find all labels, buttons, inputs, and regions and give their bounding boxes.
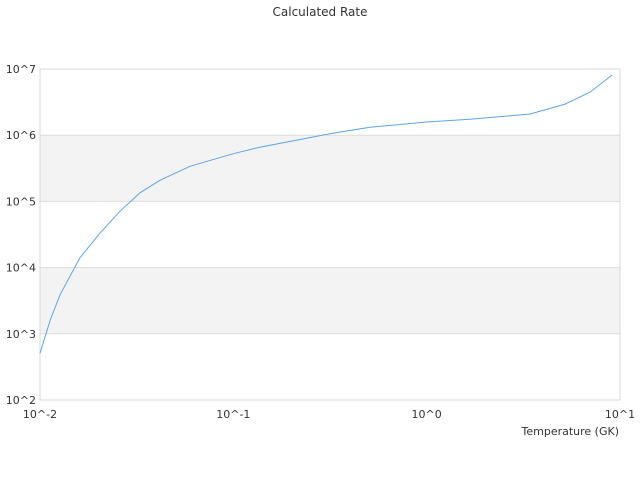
y-tick-label: 10^7 [6,63,36,76]
y-tick-label: 10^5 [6,195,36,208]
y-tick-label: 10^4 [6,262,36,275]
plot-frame [39,68,621,401]
y-tick-label: 10^2 [6,394,36,407]
chart-title: Calculated Rate [273,5,368,19]
x-axis-label: Temperature (GK) [521,425,620,438]
x-tick-label: 10^-1 [216,408,250,421]
x-tick-label: 10^0 [412,408,442,421]
grid-band [40,135,620,202]
series-line [39,74,613,354]
x-tick-label: 10^1 [605,408,635,421]
grid-band [40,267,620,334]
y-tick-label: 10^3 [6,328,36,341]
x-tick-label: 10^-2 [23,408,57,421]
y-tick-label: 10^6 [6,129,36,142]
